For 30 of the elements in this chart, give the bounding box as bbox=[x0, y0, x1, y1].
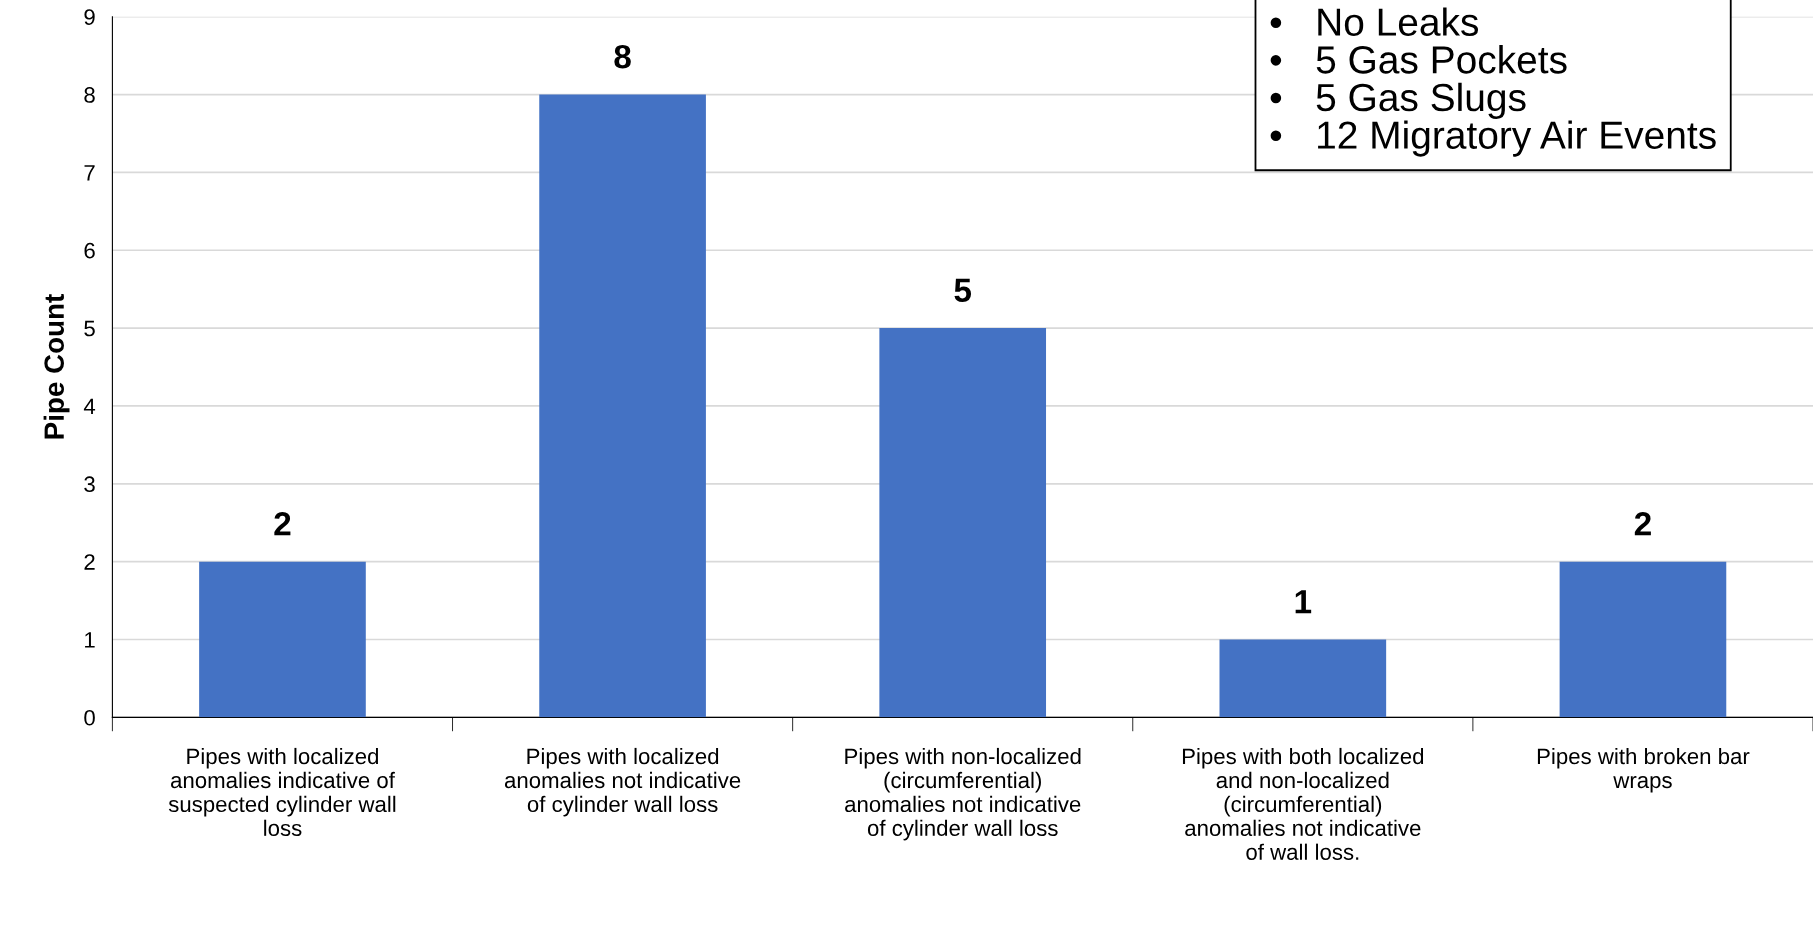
y-tick-label: 7 bbox=[84, 165, 95, 181]
y-tick-label: 9 bbox=[84, 9, 95, 25]
x-tick-label: Pipes with broken bar wraps bbox=[1537, 747, 1750, 793]
y-tick-label: 2 bbox=[84, 554, 95, 570]
y-tick-label: 3 bbox=[84, 476, 95, 493]
data-label: 1 bbox=[1295, 590, 1312, 614]
y-tick-label: 0 bbox=[84, 709, 95, 726]
y-tick-label: 5 bbox=[84, 320, 95, 337]
y-tick-label: 4 bbox=[83, 398, 96, 414]
data-label: 2 bbox=[1634, 512, 1651, 536]
bar bbox=[879, 328, 1047, 718]
y-tick-label: 8 bbox=[84, 87, 95, 103]
annotation: • 12 Migratory Air Events bbox=[1270, 120, 1716, 157]
x-tick-label: Pipes with non-localized (circumferential) anomalies not indicative of cylinder wall loss bbox=[845, 747, 1081, 841]
annotation: • No Leaks bbox=[1270, 7, 1479, 36]
y-tick-label: 6 bbox=[84, 242, 95, 259]
x-tick-label: Pipes with localized anomalies not indicative of cylinder wall loss bbox=[504, 747, 741, 817]
x-tick-label: Pipes with both localized and non-localized (circumferential) anomalies not indicative of wall loss. bbox=[1182, 747, 1424, 860]
y-axis-title: Pipe Count bbox=[43, 294, 70, 439]
bar bbox=[1219, 639, 1387, 718]
data-label: 5 bbox=[954, 278, 972, 303]
annotation: • 5 Gas Slugs bbox=[1270, 82, 1526, 119]
bar bbox=[199, 561, 366, 718]
data-label: 2 bbox=[274, 512, 291, 536]
bar bbox=[539, 94, 706, 718]
data-label: 8 bbox=[614, 44, 631, 69]
bar bbox=[1559, 561, 1727, 718]
y-tick-label: 1 bbox=[85, 632, 95, 648]
x-tick-label: Pipes with localized anomalies indicative of suspected cylinder wall loss bbox=[168, 747, 396, 837]
annotation: • 5 Gas Pockets bbox=[1270, 45, 1567, 74]
